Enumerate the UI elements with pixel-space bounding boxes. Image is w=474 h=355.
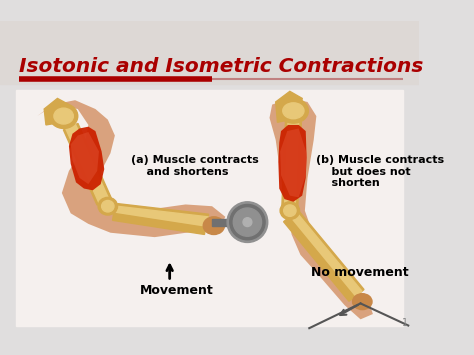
Polygon shape	[116, 204, 209, 230]
Polygon shape	[276, 91, 302, 122]
Polygon shape	[270, 98, 373, 320]
Text: (b) Muscle contracts
    but does not
    shorten: (b) Muscle contracts but does not shorte…	[316, 155, 445, 188]
Ellipse shape	[283, 205, 296, 217]
Bar	[212, 219, 237, 226]
Polygon shape	[284, 122, 299, 207]
Ellipse shape	[283, 103, 304, 119]
Text: 1: 1	[402, 318, 408, 328]
Ellipse shape	[227, 202, 268, 242]
Polygon shape	[116, 206, 208, 228]
Ellipse shape	[49, 104, 78, 129]
Ellipse shape	[230, 204, 265, 240]
Polygon shape	[282, 122, 301, 207]
Polygon shape	[44, 98, 69, 125]
Ellipse shape	[101, 201, 114, 212]
Text: Movement: Movement	[140, 284, 213, 297]
Ellipse shape	[243, 218, 252, 226]
Text: (a) Muscle contracts
    and shortens: (a) Muscle contracts and shortens	[131, 155, 258, 176]
Ellipse shape	[233, 208, 262, 236]
Text: No movement: No movement	[311, 266, 409, 279]
Ellipse shape	[203, 217, 225, 235]
Polygon shape	[37, 100, 225, 237]
Ellipse shape	[98, 197, 118, 215]
Polygon shape	[278, 125, 307, 202]
Bar	[0, 21, 419, 84]
Ellipse shape	[280, 202, 300, 219]
Ellipse shape	[353, 294, 372, 310]
Polygon shape	[69, 127, 104, 190]
Ellipse shape	[278, 98, 309, 123]
Polygon shape	[71, 132, 99, 184]
Polygon shape	[287, 212, 364, 300]
Polygon shape	[283, 217, 355, 301]
Text: Isotonic and Isometric Contractions: Isotonic and Isometric Contractions	[19, 57, 424, 76]
Bar	[16, 89, 403, 326]
Polygon shape	[289, 213, 362, 298]
Polygon shape	[112, 213, 206, 234]
Polygon shape	[64, 124, 111, 205]
Polygon shape	[66, 125, 109, 204]
Polygon shape	[280, 129, 307, 197]
Ellipse shape	[54, 108, 73, 124]
